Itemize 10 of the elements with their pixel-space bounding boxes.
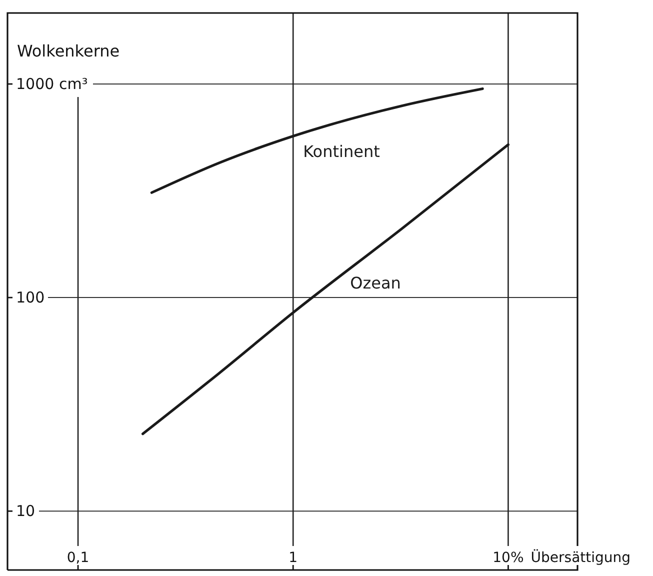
x-tick-label: 10% <box>492 550 524 566</box>
y-tick-label: 1000 cm³ <box>16 74 88 93</box>
x-tick-label: 1 <box>288 550 298 566</box>
y-axis-title: Wolkenkerne <box>17 42 120 60</box>
x-tick-label: 0,1 <box>66 550 90 566</box>
series-label: Kontinent <box>303 142 380 162</box>
series-label: Ozean <box>350 274 401 293</box>
y-tick-label: 10 <box>16 502 36 520</box>
y-tick-label: 100 <box>16 288 45 307</box>
x-axis-title: Übersättigung <box>530 549 631 566</box>
